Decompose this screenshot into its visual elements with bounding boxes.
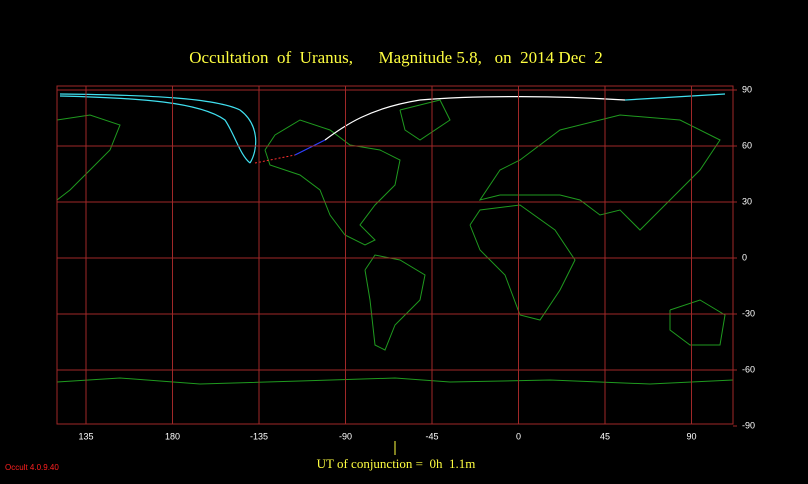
longitude-label: 45 <box>600 431 610 441</box>
latitude-label: -90 <box>742 420 755 430</box>
map-title: Occultation of Uranus, Magnitude 5.8, on… <box>189 48 603 67</box>
longitude-label: -45 <box>425 431 438 441</box>
longitude-label: -90 <box>339 431 352 441</box>
latitude-label: -60 <box>742 364 755 374</box>
longitude-label: 135 <box>78 431 93 441</box>
path-cyan-east <box>624 93 726 101</box>
greenland <box>399 99 451 141</box>
occultation-path <box>59 93 726 164</box>
longitude-label: -135 <box>250 431 268 441</box>
longitude-label: 0 <box>516 431 521 441</box>
path-red-dotted <box>254 154 296 164</box>
antarctica <box>56 377 734 385</box>
north-america <box>264 119 401 246</box>
conjunction-label: UT of conjunction = 0h 1.1m <box>317 456 476 471</box>
longitude-label: 180 <box>165 431 180 441</box>
asia-east <box>56 114 121 201</box>
latitude-label: 90 <box>742 84 752 94</box>
africa <box>469 204 576 321</box>
australia <box>669 299 726 346</box>
path-cyan-west-limit <box>59 95 251 164</box>
latitude-label: 60 <box>742 140 752 150</box>
latitude-label: -30 <box>742 308 755 318</box>
longitude-label: 90 <box>686 431 696 441</box>
latitude-label: 0 <box>742 252 747 262</box>
latitude-label: 30 <box>742 196 752 206</box>
map-frame <box>56 85 734 425</box>
path-cyan-west <box>59 93 257 164</box>
eurasia <box>478 114 721 231</box>
version-label: Occult 4.0.9.40 <box>5 463 59 472</box>
path-blue <box>294 139 326 156</box>
